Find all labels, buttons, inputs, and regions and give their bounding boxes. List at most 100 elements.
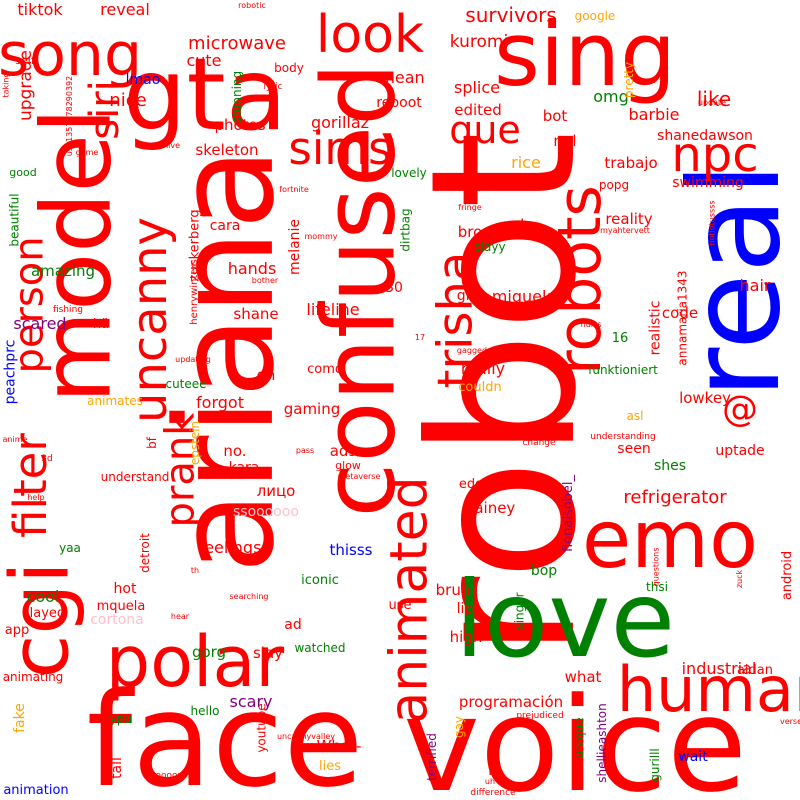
word-animating: animating (2, 670, 64, 684)
word-what: What- (316, 736, 362, 755)
word-good: good (9, 165, 37, 179)
word-funktioniert: funktioniert (588, 363, 658, 377)
word-ad: ad (284, 617, 302, 633)
word-forgot: forgot (196, 393, 244, 412)
word-kara: kara (228, 460, 260, 476)
word-cortona: cortona (90, 612, 144, 628)
word-lies: lies (319, 758, 341, 774)
word-slayy: slayy (474, 240, 506, 254)
word-what: what (564, 667, 602, 686)
word-ngl: ngl (553, 131, 577, 150)
word-prejudiced: prejudiced (516, 710, 564, 721)
word-song: song (0, 20, 143, 90)
word-que: que (449, 108, 521, 152)
word-wait: wait (678, 749, 708, 765)
word-bf: bf (145, 437, 159, 449)
word-npc: npc (671, 127, 759, 183)
word-shellieashton: shellieashton (595, 703, 609, 783)
word-miquela: miquela (491, 287, 557, 306)
word-como: como (307, 361, 343, 377)
word-scary: scary (229, 692, 273, 711)
word-barbie: barbie (628, 105, 680, 124)
word-verse: verse (779, 717, 800, 726)
word-no: no. (223, 441, 247, 460)
word-hot: hot (113, 581, 137, 597)
word-fake: fake (11, 703, 28, 733)
word-lainey: _lainey (462, 498, 516, 517)
word-polar: polar (105, 621, 285, 703)
word-kuromi: kuromi (449, 31, 509, 52)
word-tiktok: tiktok (17, 0, 63, 19)
word-slay: slay (252, 643, 284, 662)
word-gagged: gagged (456, 346, 488, 355)
word-gurilll: gurilll (648, 748, 662, 782)
word-uncanny: uncanny (122, 217, 178, 423)
word-youtube: youtube (254, 703, 269, 753)
word-trabajo: trabajo (604, 153, 658, 172)
word-anime: anime (2, 435, 28, 444)
word-symbol: @ (722, 389, 758, 430)
word-survivors: survivors (465, 3, 557, 27)
word-melanie: melanie (286, 218, 303, 276)
word-girl: girl (456, 288, 480, 304)
word-body: body (274, 61, 304, 75)
word-live: live (165, 141, 181, 150)
word-gta: gta (123, 36, 287, 153)
word-sing: sing (494, 3, 676, 106)
word-shane: shane (233, 304, 279, 323)
word-really: really (460, 359, 506, 378)
word-code: code (661, 303, 699, 322)
word-zuck: zuck (735, 569, 744, 589)
word-thisss: thisss (329, 540, 373, 559)
word-popg: popg (598, 178, 630, 192)
word-epstein: epstein (188, 420, 202, 466)
word-edgy: edgy (458, 476, 492, 492)
word-unique: unique (573, 717, 587, 759)
word-nice: nice (109, 90, 147, 111)
word-cool: cool (26, 587, 60, 606)
word-calls: calls (449, 423, 483, 442)
word-peachprc: peachprc (2, 339, 18, 405)
word-h: hä (92, 316, 110, 332)
word-swimming: swimming (672, 175, 744, 191)
word-aidan: aidan (736, 662, 774, 678)
word-rice: rice (511, 153, 541, 172)
word-lovely: lovely (391, 166, 427, 180)
word-high: high (449, 627, 483, 646)
word-industrial: industrial (681, 659, 757, 678)
word-hair: hair (739, 276, 771, 295)
word-love: love (454, 558, 676, 681)
word-omg: omg (593, 87, 629, 106)
word-pretty: pretty (622, 61, 636, 99)
word-metaverse: metaverse (337, 472, 381, 481)
word-load: load (638, 76, 656, 85)
word-microwave: microwave (188, 33, 286, 54)
word-detroit: detroit (137, 533, 152, 573)
word-stunning: stunning (230, 70, 244, 124)
word-emo: emo (581, 493, 759, 586)
word-gorg: gorg (191, 642, 227, 661)
word-singer: singer (513, 592, 527, 630)
word-fortnite: fortnite (279, 185, 309, 194)
word-tall: tall (108, 757, 125, 779)
word-ads: ads (329, 441, 357, 460)
word-bot: bot (542, 106, 568, 125)
word-amazing: amazing (30, 261, 96, 280)
word-asl: asl (626, 409, 644, 423)
word-lifeline: lifeline (306, 300, 360, 319)
word-freaks: freaks (505, 424, 543, 438)
word-hear: hear (170, 612, 190, 621)
word-uh: uh (484, 777, 496, 786)
word-seen: seen (617, 441, 651, 457)
word-bruh: bruh (435, 580, 471, 599)
word-glow: glow (335, 458, 361, 472)
word-voice: voice (402, 669, 748, 800)
word-yaa: yaa (59, 541, 81, 555)
word-skeleton: skeleton (195, 140, 259, 159)
word-help: help (27, 493, 45, 502)
word-ssoooooo: ssoooooo (233, 504, 299, 520)
word-cute: cute (186, 51, 222, 70)
word-gaming: gaming (283, 399, 341, 418)
word-sims: sims (288, 121, 392, 175)
word-notlotussss: notlotussss (707, 200, 717, 246)
